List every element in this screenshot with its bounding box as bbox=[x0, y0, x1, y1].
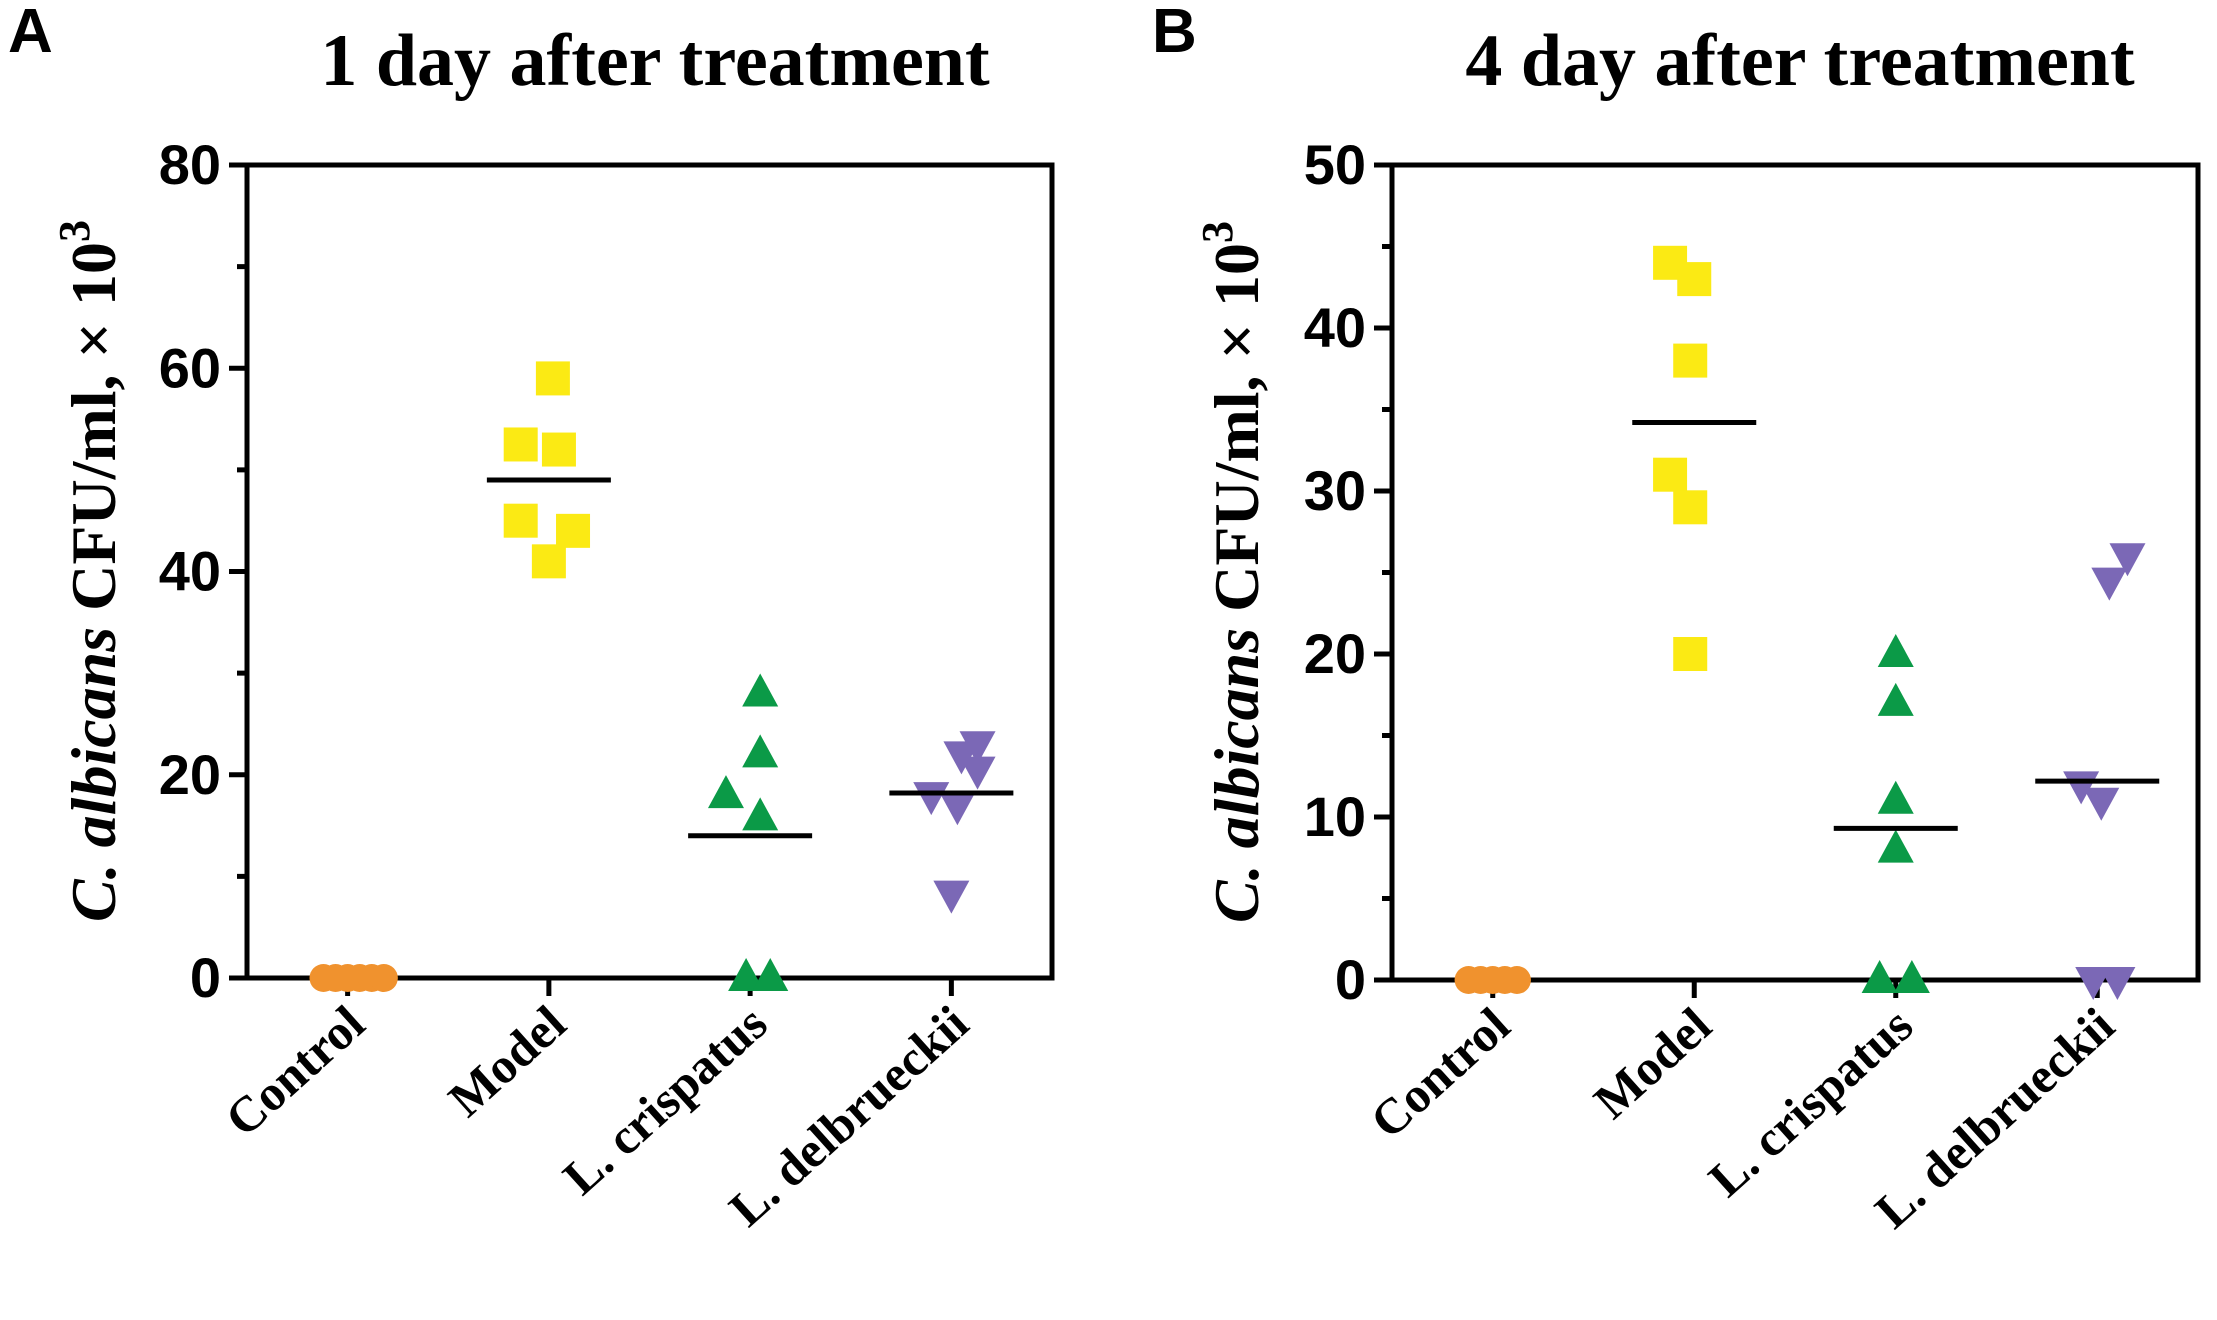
y-axis-label-text: CFU/ml, × 10 bbox=[58, 242, 129, 627]
y-tick-label: 40 bbox=[1304, 296, 1366, 359]
data-point-triangle-up bbox=[707, 775, 744, 809]
panel-b: B 4 day after treatment 0 10 20 30 40 50 Contr… bbox=[1152, 0, 2201, 1239]
y-tick-label: 40 bbox=[159, 540, 221, 603]
x-category-label: Model bbox=[438, 994, 577, 1127]
data-point-square bbox=[1673, 637, 1708, 671]
x-category-label: Control bbox=[1359, 996, 1520, 1149]
panel-letter: B bbox=[1152, 0, 1197, 66]
data-point-triangle-down bbox=[2099, 967, 2136, 1000]
data-point-triangle-down bbox=[2075, 967, 2112, 1000]
y-axis-label-text: CFU/ml, × 10 bbox=[1201, 243, 1272, 628]
panel-title: 4 day after treatment bbox=[1465, 20, 2135, 102]
data-point-triangle-up bbox=[1877, 780, 1914, 814]
y-axis-label: C. albicans CFU/ml, × 103 bbox=[1193, 221, 1272, 923]
data-point-circle bbox=[369, 964, 398, 992]
data-point-square bbox=[503, 427, 538, 462]
data-point-square bbox=[1653, 457, 1688, 492]
panel-title: 1 day after treatment bbox=[320, 20, 990, 102]
data-point-square bbox=[1677, 262, 1712, 297]
data-point-square bbox=[1673, 490, 1708, 525]
data-point-triangle-down bbox=[2091, 567, 2128, 601]
axes-frame bbox=[244, 162, 1055, 981]
data-point-square bbox=[556, 513, 591, 548]
data-point-square bbox=[503, 503, 538, 538]
y-tick-label: 0 bbox=[1335, 948, 1366, 1011]
y-tick-label: 80 bbox=[159, 133, 221, 196]
axes-frame bbox=[1389, 162, 2201, 983]
data-point-triangle-up bbox=[1877, 634, 1914, 667]
y-axis-label-exponent: 3 bbox=[1193, 221, 1242, 243]
x-category-label: Control bbox=[214, 994, 375, 1147]
y-tick-label: 20 bbox=[159, 743, 221, 806]
data-point-triangle-up bbox=[1877, 829, 1914, 863]
data-point-triangle-up bbox=[742, 734, 779, 768]
data-point-triangle-up bbox=[728, 958, 765, 991]
data-point-triangle-down bbox=[959, 756, 996, 790]
data-point-triangle-up bbox=[742, 673, 779, 707]
y-axis-label-italic: C. albicans bbox=[1201, 628, 1272, 923]
data-point-triangle-down bbox=[933, 880, 970, 914]
y-tick-label: 20 bbox=[1304, 622, 1366, 685]
panel-a: A 1 day after treatment 0 20 40 60 80 Control… bbox=[8, 0, 1055, 1237]
data-point-square bbox=[535, 361, 570, 396]
y-tick-label: 60 bbox=[159, 336, 221, 399]
data-point-triangle-down bbox=[2083, 787, 2120, 821]
y-tick-label: 10 bbox=[1304, 785, 1366, 848]
x-category-label: Model bbox=[1583, 996, 1722, 1129]
data-point-triangle-down bbox=[959, 731, 996, 765]
data-point-square bbox=[1673, 343, 1708, 378]
data-point-square bbox=[531, 544, 566, 579]
data-point-triangle-up bbox=[1861, 960, 1898, 993]
data-point-circle bbox=[1502, 966, 1531, 994]
data-point-triangle-up bbox=[742, 797, 779, 831]
data-point-triangle-down bbox=[939, 792, 976, 826]
data-point-triangle-up bbox=[1877, 682, 1914, 716]
data-point-triangle-up bbox=[1893, 960, 1930, 993]
data-point-triangle-down bbox=[913, 782, 950, 816]
data-point-square bbox=[541, 432, 576, 467]
y-axis-label-italic: C. albicans bbox=[58, 627, 129, 922]
y-axis-label-exponent: 3 bbox=[50, 220, 99, 242]
y-tick-label: 50 bbox=[1304, 133, 1366, 196]
data-point-triangle-up bbox=[752, 958, 789, 991]
data-point-triangle-down bbox=[2109, 543, 2146, 577]
y-tick-label: 30 bbox=[1304, 459, 1366, 522]
y-axis-label: C. albicans CFU/ml, × 103 bbox=[50, 220, 129, 922]
y-tick-label: 0 bbox=[190, 946, 221, 1009]
panel-letter: A bbox=[8, 0, 53, 66]
